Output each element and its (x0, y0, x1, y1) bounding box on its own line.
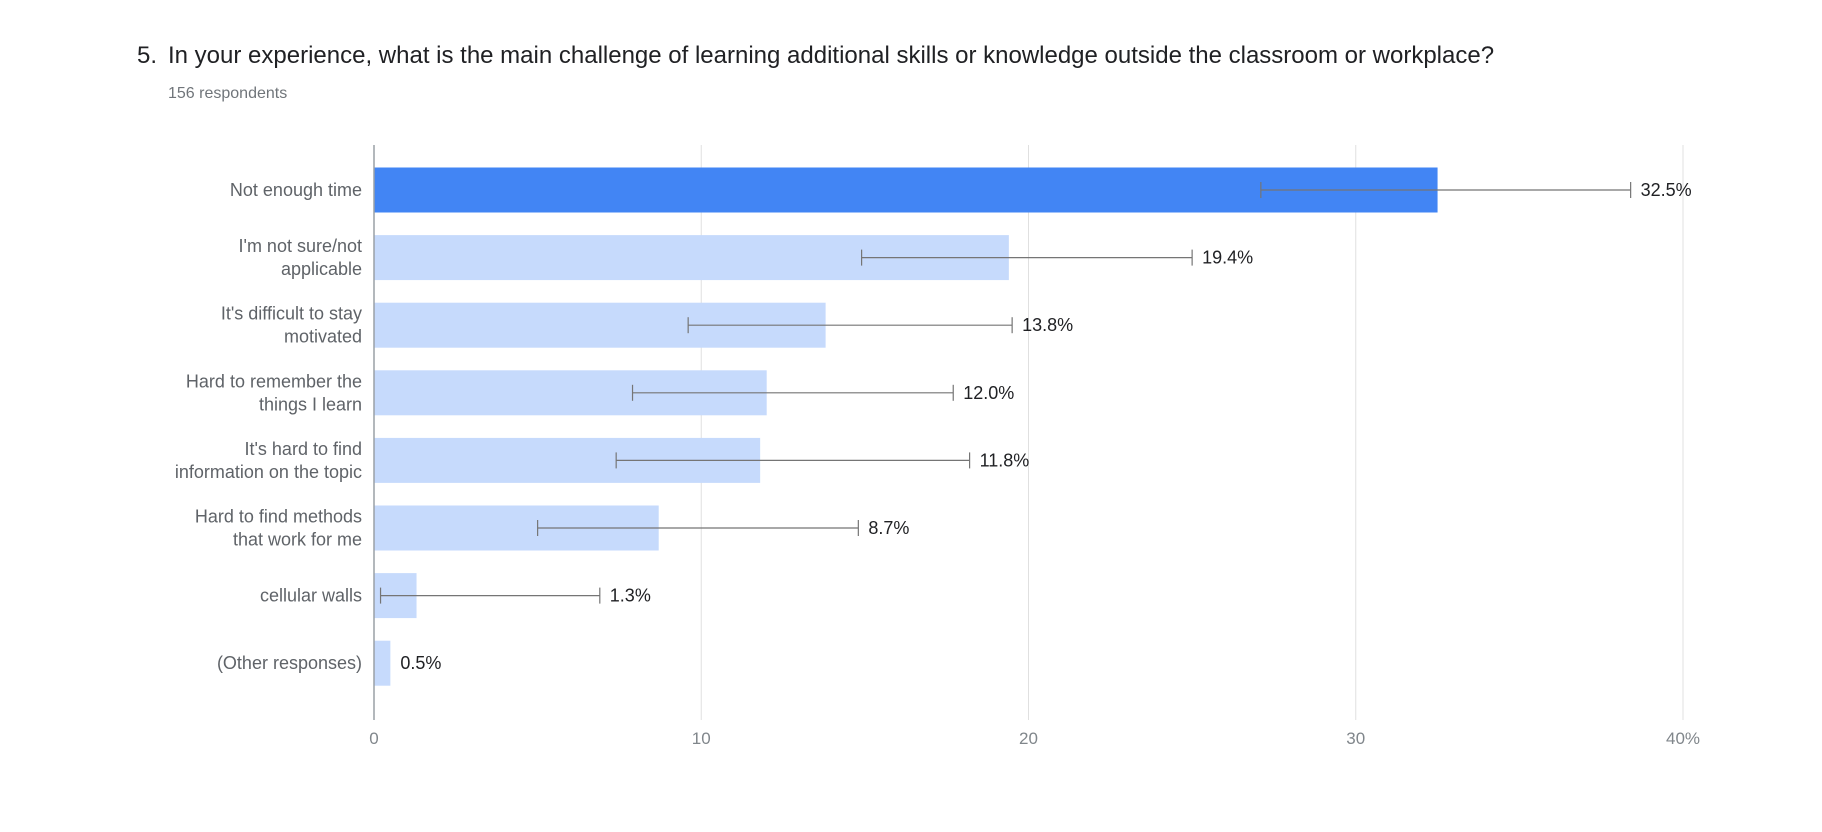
x-tick-label: 40% (1666, 729, 1700, 748)
x-tick-label: 20 (1019, 729, 1038, 748)
data-label: 32.5% (1641, 180, 1692, 200)
category-label-line: Hard to find methods (195, 507, 362, 527)
category-label: Not enough time (230, 180, 362, 200)
category-label: (Other responses) (217, 653, 362, 673)
data-label: 8.7% (868, 518, 909, 538)
category-label-line: motivated (284, 327, 362, 347)
question-text: In your experience, what is the main cha… (168, 42, 1495, 69)
category-label-line: cellular walls (260, 586, 362, 606)
category-label-line: that work for me (233, 530, 362, 550)
category-label: cellular walls (260, 586, 362, 606)
x-tick-label: 30 (1346, 729, 1365, 748)
question-title: 5. In your experience, what is the main c… (137, 42, 1494, 70)
category-label: Hard to find methods that work for me (195, 507, 362, 550)
data-label: 19.4% (1202, 248, 1253, 268)
category-label: Hard to remember the things I learn (186, 371, 362, 414)
category-label-line: applicable (281, 259, 362, 279)
category-label: I'm not sure/not applicable (239, 236, 363, 279)
data-label: 1.3% (610, 586, 651, 606)
category-label-line: things I learn (259, 394, 362, 414)
x-tick-label: 10 (692, 729, 711, 748)
category-label-line: information on the topic (175, 462, 362, 482)
data-label: 0.5% (400, 653, 441, 673)
category-label: It's difficult to stay motivated (221, 304, 362, 347)
respondent-count: 156 respondents (168, 85, 288, 102)
category-label-line: Hard to remember the (186, 371, 362, 391)
category-label-line: It's difficult to stay (221, 304, 362, 324)
category-label: It's hard to find information on the topi… (175, 439, 362, 482)
data-label: 11.8% (980, 450, 1030, 470)
category-label-line: It's hard to find (244, 439, 362, 459)
data-label: 12.0% (963, 383, 1014, 403)
category-label-line: (Other responses) (217, 653, 362, 673)
bar (374, 640, 391, 686)
data-label: 13.8% (1022, 315, 1073, 335)
question-number: 5. (137, 42, 158, 69)
category-label-line: I'm not sure/not (239, 236, 363, 256)
x-tick-label: 0 (369, 729, 378, 748)
category-label-line: Not enough time (230, 180, 362, 200)
